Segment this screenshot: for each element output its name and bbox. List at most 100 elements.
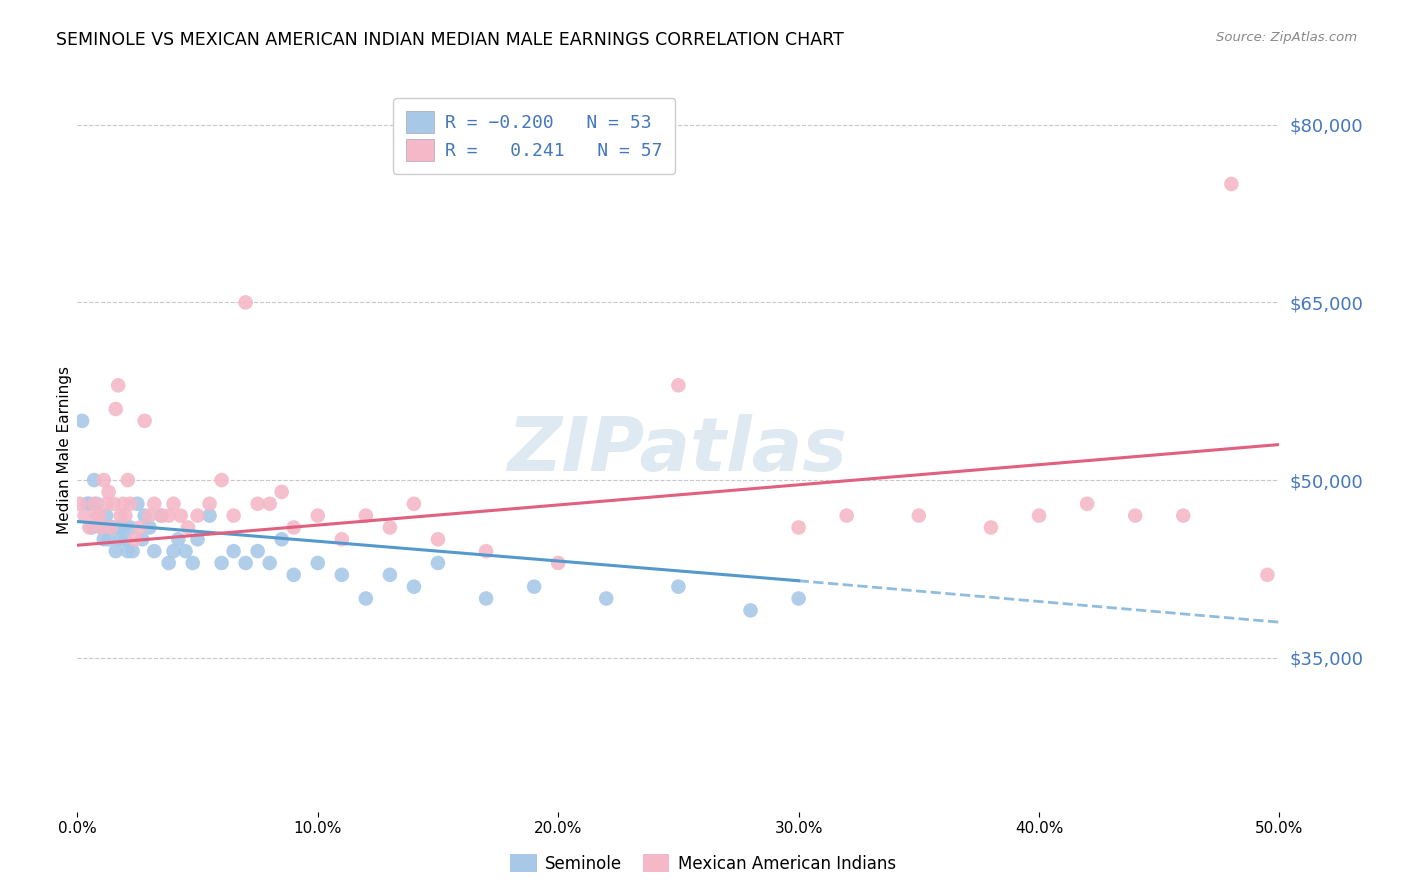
Point xyxy=(134,414,156,428)
Point xyxy=(143,544,166,558)
Point xyxy=(86,497,108,511)
Point xyxy=(170,508,193,523)
Point xyxy=(86,508,108,523)
Point xyxy=(787,520,810,534)
Point xyxy=(378,520,401,534)
Point xyxy=(740,603,762,617)
Point xyxy=(90,520,112,534)
Point xyxy=(177,520,200,534)
Point xyxy=(307,508,329,523)
Point xyxy=(475,591,498,606)
Text: ZIPatlas: ZIPatlas xyxy=(509,414,848,487)
Point xyxy=(121,544,143,558)
Point xyxy=(427,556,450,570)
Point xyxy=(103,497,125,511)
Point xyxy=(330,533,353,547)
Text: SEMINOLE VS MEXICAN AMERICAN INDIAN MEDIAN MALE EARNINGS CORRELATION CHART: SEMINOLE VS MEXICAN AMERICAN INDIAN MEDI… xyxy=(56,31,844,49)
Point xyxy=(1028,508,1050,523)
Point xyxy=(167,533,190,547)
Point xyxy=(354,591,377,606)
Point xyxy=(908,508,931,523)
Point xyxy=(97,533,120,547)
Point xyxy=(1256,567,1278,582)
Point xyxy=(402,580,425,594)
Point xyxy=(79,497,101,511)
Point xyxy=(111,497,134,511)
Point xyxy=(980,520,1002,534)
Point xyxy=(96,508,118,523)
Point xyxy=(120,497,142,511)
Point xyxy=(246,544,269,558)
Point xyxy=(354,508,377,523)
Point xyxy=(117,473,139,487)
Legend: Seminole, Mexican American Indians: Seminole, Mexican American Indians xyxy=(503,847,903,880)
Point xyxy=(90,520,112,534)
Point xyxy=(73,508,96,523)
Y-axis label: Median Male Earnings: Median Male Earnings xyxy=(56,367,72,534)
Point xyxy=(104,544,127,558)
Point xyxy=(87,508,110,523)
Point xyxy=(283,567,305,582)
Point xyxy=(427,533,450,547)
Point xyxy=(69,497,91,511)
Point xyxy=(79,520,101,534)
Point xyxy=(110,533,132,547)
Point xyxy=(187,508,209,523)
Point xyxy=(547,556,569,570)
Point xyxy=(157,556,180,570)
Point xyxy=(80,520,103,534)
Point xyxy=(107,378,129,392)
Point xyxy=(111,520,134,534)
Point xyxy=(283,520,305,534)
Point xyxy=(211,556,233,570)
Point xyxy=(128,520,150,534)
Point xyxy=(523,580,546,594)
Point xyxy=(114,508,136,523)
Point xyxy=(83,497,105,511)
Point xyxy=(114,533,136,547)
Point xyxy=(259,497,281,511)
Point xyxy=(162,497,184,511)
Point xyxy=(1076,497,1098,511)
Point xyxy=(378,567,401,582)
Point xyxy=(307,556,329,570)
Point xyxy=(174,544,197,558)
Point xyxy=(150,508,173,523)
Point xyxy=(235,295,257,310)
Point xyxy=(143,497,166,511)
Point xyxy=(246,497,269,511)
Legend: R = −0.200   N = 53, R =   0.241   N = 57: R = −0.200 N = 53, R = 0.241 N = 57 xyxy=(392,98,675,174)
Point xyxy=(330,567,353,582)
Point xyxy=(124,533,146,547)
Point xyxy=(235,556,257,570)
Point xyxy=(70,414,93,428)
Point xyxy=(198,508,221,523)
Point xyxy=(187,533,209,547)
Point xyxy=(259,556,281,570)
Point xyxy=(117,544,139,558)
Point xyxy=(131,533,153,547)
Point xyxy=(107,520,129,534)
Point xyxy=(222,544,245,558)
Point xyxy=(104,402,127,417)
Point xyxy=(1123,508,1146,523)
Point xyxy=(100,520,122,534)
Point xyxy=(138,520,160,534)
Point xyxy=(100,520,122,534)
Point xyxy=(270,533,292,547)
Point xyxy=(668,378,690,392)
Point xyxy=(1173,508,1195,523)
Point xyxy=(198,497,221,511)
Point xyxy=(595,591,617,606)
Point xyxy=(87,508,110,523)
Point xyxy=(96,497,118,511)
Point xyxy=(162,544,184,558)
Point xyxy=(211,473,233,487)
Point xyxy=(668,580,690,594)
Text: Source: ZipAtlas.com: Source: ZipAtlas.com xyxy=(1216,31,1357,45)
Point xyxy=(222,508,245,523)
Point xyxy=(402,497,425,511)
Point xyxy=(134,508,156,523)
Point xyxy=(83,473,105,487)
Point xyxy=(103,520,125,534)
